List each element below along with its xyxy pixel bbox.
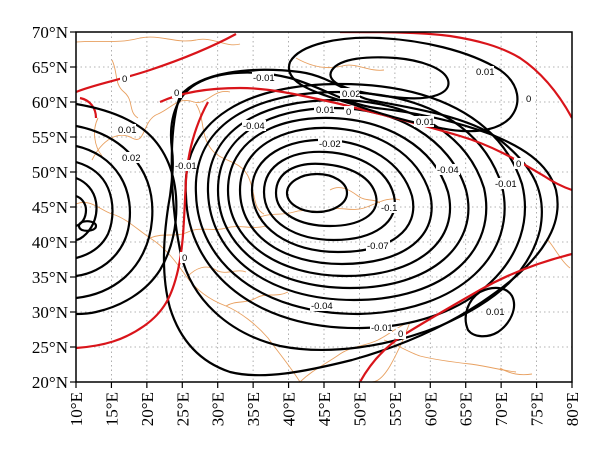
svg-text:-0.04: -0.04 [243, 121, 265, 132]
lon-tick-label: 45°E [315, 392, 334, 426]
svg-text:-0.07: -0.07 [367, 241, 389, 252]
negative-contours [162, 68, 559, 377]
contour-label-group: 0 0 0 0 0 0 0 0.01 0.01 0.01 0.01 0.01 0… [116, 66, 534, 340]
contour-label: -0.01 [494, 178, 517, 190]
contour-label: 0.01 [116, 124, 137, 136]
lon-tick-label: 25°E [173, 392, 192, 426]
lon-tick-label: 65°E [457, 392, 476, 426]
svg-text:-0.01: -0.01 [253, 73, 275, 84]
svg-text:0.02: 0.02 [122, 153, 141, 164]
lon-tick-label: 50°E [350, 392, 369, 426]
lon-tick-label: 60°E [421, 392, 440, 426]
contour-label: -0.01 [252, 72, 275, 84]
svg-text:0: 0 [122, 74, 127, 85]
svg-text:0: 0 [346, 107, 351, 118]
contour-label: 0 [180, 252, 190, 264]
svg-text:0.01: 0.01 [486, 307, 505, 318]
contour-lines [76, 32, 572, 382]
lon-tick-label: 20°E [138, 392, 157, 426]
contour-label: 0 [396, 328, 406, 340]
lat-tick-label: 30°N [32, 303, 68, 322]
svg-text:0.01: 0.01 [118, 125, 137, 136]
lon-tick-label: 35°E [244, 392, 263, 426]
lon-tick-label: 15°E [102, 392, 121, 426]
svg-text:-0.01: -0.01 [495, 179, 517, 190]
lon-tick-label: 10°E [67, 392, 86, 426]
lat-tick-label: 65°N [32, 58, 68, 77]
svg-text:-0.04: -0.04 [437, 165, 459, 176]
contour-label: 0 [514, 158, 524, 170]
svg-text:0: 0 [526, 94, 531, 105]
lat-tick-label: 20°N [32, 373, 68, 392]
contour-label: 0 [344, 106, 354, 118]
svg-text:0: 0 [174, 88, 179, 99]
contour-label: 0.01 [414, 116, 435, 128]
svg-text:0: 0 [398, 329, 403, 340]
contour-label: -0.1 [380, 202, 400, 214]
svg-text:0.01: 0.01 [316, 105, 335, 116]
lat-tick-label: 55°N [32, 128, 68, 147]
lat-tick-label: 50°N [32, 163, 68, 182]
contour-label: 0 [172, 87, 182, 99]
svg-text:0: 0 [516, 159, 521, 170]
svg-text:0: 0 [182, 253, 187, 264]
contour-label: -0.04 [436, 164, 460, 176]
contour-label: -0.07 [366, 240, 390, 252]
lon-tick-label: 80°E [563, 392, 582, 426]
lat-tick-label: 60°N [32, 93, 68, 112]
svg-text:-0.02: -0.02 [319, 139, 341, 150]
contour-label: -0.04 [242, 120, 266, 132]
svg-text:0.01: 0.01 [416, 117, 435, 128]
lat-tick-label: 70°N [32, 23, 68, 42]
contour-label: 0.01 [314, 104, 335, 116]
lon-tick-label: 55°E [386, 392, 405, 426]
contour-label: 0.02 [340, 88, 361, 100]
lat-axis: 20°N 25°N 30°N 35°N 40°N 45°N 50°N 55°N 60°N 65°N… [32, 23, 76, 392]
lon-tick-label: 40°E [280, 392, 299, 426]
contour-label: 0 [120, 73, 130, 85]
svg-text:0.02: 0.02 [342, 89, 361, 100]
svg-text:0.01: 0.01 [476, 67, 495, 78]
contour-label: -0.02 [318, 138, 342, 150]
contour-label: 0.02 [120, 152, 141, 164]
positive-contours [76, 36, 519, 338]
lat-tick-label: 40°N [32, 233, 68, 252]
contour-label: 0 [524, 93, 534, 105]
lon-tick-label: 30°E [209, 392, 228, 426]
lat-tick-label: 45°N [32, 198, 68, 217]
svg-text:-0.04: -0.04 [311, 301, 333, 312]
contour-label: -0.01 [174, 160, 197, 172]
svg-text:-0.01: -0.01 [175, 161, 197, 172]
lon-axis: 10°E 15°E 20°E 25°E 30°E 35°E 40°E 45°E 50°E 55°E… [67, 382, 582, 426]
contour-label: 0.01 [484, 306, 505, 318]
lat-tick-label: 25°N [32, 338, 68, 357]
contour-label: -0.01 [370, 322, 393, 334]
svg-text:-0.1: -0.1 [381, 203, 397, 214]
lat-tick-label: 35°N [32, 268, 68, 287]
contour-label: 0.01 [474, 66, 495, 78]
lon-tick-label: 70°E [492, 392, 511, 426]
lon-tick-label: 75°E [528, 392, 547, 426]
svg-text:-0.01: -0.01 [371, 323, 393, 334]
contour-label: -0.04 [310, 300, 334, 312]
